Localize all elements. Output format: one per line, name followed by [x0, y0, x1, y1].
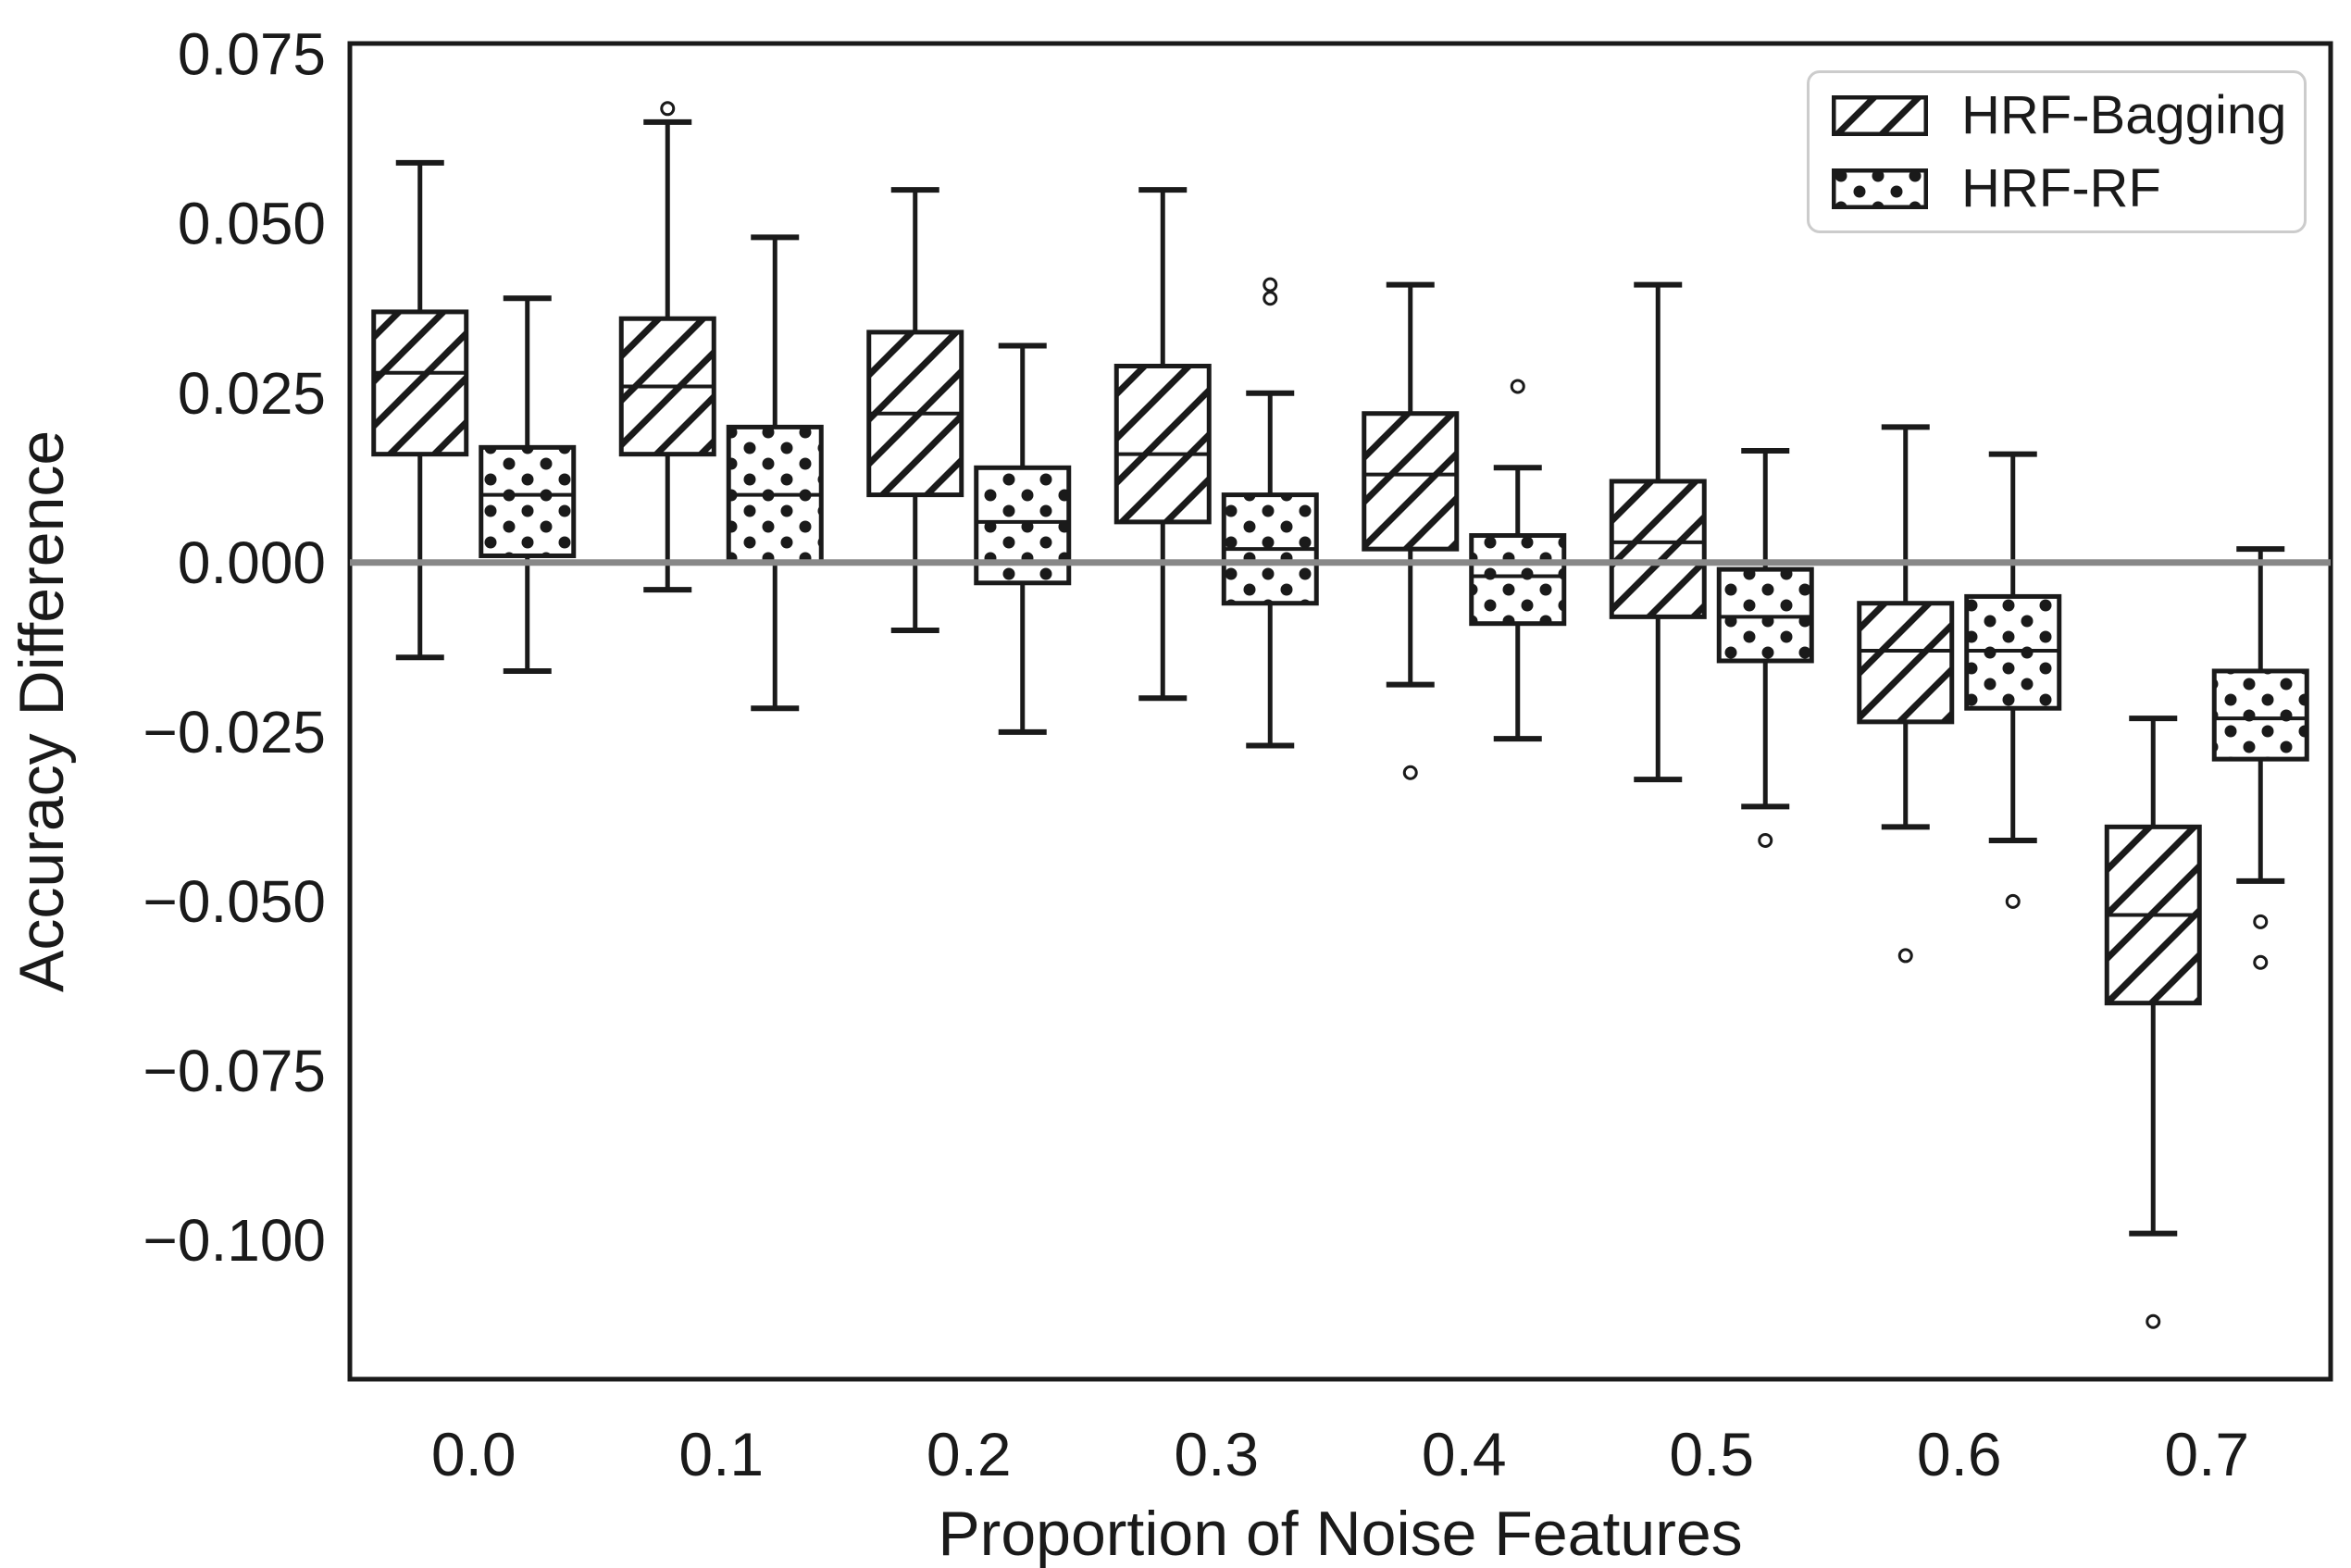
box-HRF-RF-0.0	[479, 444, 577, 558]
outlier-HRF-RF-0.5	[1758, 832, 1773, 848]
y-tick-label: −0.100	[143, 1207, 326, 1274]
x-tick-label: 0.0	[431, 1420, 516, 1488]
legend-item-hrf-bagging: HRF-Bagging	[1832, 84, 2304, 146]
y-axis-title: Accuracy Difference	[6, 429, 77, 992]
outlier-HRF-RF-0.6	[2005, 893, 2021, 909]
box-HRF-Bagging-0.3	[1113, 363, 1212, 525]
y-tick-label: 0.075	[178, 21, 326, 88]
y-tick-label: −0.075	[143, 1038, 326, 1104]
legend-item-hrf-rf: HRF-RF	[1832, 157, 2304, 219]
x-tick-label: 0.6	[1917, 1420, 2002, 1488]
legend-label: HRF-RF	[1961, 158, 2161, 218]
y-tick-label: −0.025	[143, 699, 326, 765]
x-tick-label: 0.7	[2164, 1420, 2249, 1488]
outlier-HRF-Bagging-0.6	[1897, 948, 1913, 964]
y-tick-label: 0.025	[178, 360, 326, 427]
y-tick-label: −0.050	[143, 868, 326, 935]
y-tick-label: 0.000	[178, 529, 326, 596]
box-HRF-Bagging-0.4	[1362, 411, 1460, 552]
box-HRF-Bagging-0.6	[1857, 601, 1955, 725]
x-axis-title: Proportion of Noise Features	[938, 1499, 1743, 1568]
y-tick-label: 0.050	[178, 191, 326, 257]
box-HRF-Bagging-0.5	[1609, 479, 1707, 619]
outlier-HRF-RF-0.7	[2253, 954, 2269, 970]
diagonal-hatch-swatch-icon	[1832, 94, 1928, 136]
outlier-HRF-Bagging-0.4	[1402, 765, 1418, 780]
x-tick-label: 0.1	[678, 1420, 764, 1488]
outlier-HRF-Bagging-0.7	[2146, 1313, 2161, 1329]
x-tick-label: 0.3	[1174, 1420, 1259, 1488]
x-tick-label: 0.5	[1669, 1420, 1754, 1488]
legend-label: HRF-Bagging	[1961, 85, 2287, 145]
outlier-HRF-RF-0.7	[2253, 914, 2269, 929]
x-tick-label: 0.2	[927, 1420, 1012, 1488]
outlier-HRF-RF-0.3	[1263, 277, 1278, 292]
dots-swatch-icon	[1832, 168, 1928, 209]
box-HRF-RF-0.7	[2211, 668, 2309, 762]
box-HRF-Bagging-0.0	[371, 309, 469, 457]
x-tick-label: 0.4	[1422, 1420, 1507, 1488]
outlier-HRF-RF-0.3	[1263, 291, 1278, 306]
outlier-HRF-Bagging-0.1	[660, 101, 676, 117]
plot-border	[347, 41, 2333, 1382]
box-HRF-RF-0.4	[1469, 533, 1567, 627]
outlier-HRF-RF-0.4	[1510, 379, 1525, 394]
legend: HRF-Bagging HRF-RF	[1807, 70, 2307, 233]
